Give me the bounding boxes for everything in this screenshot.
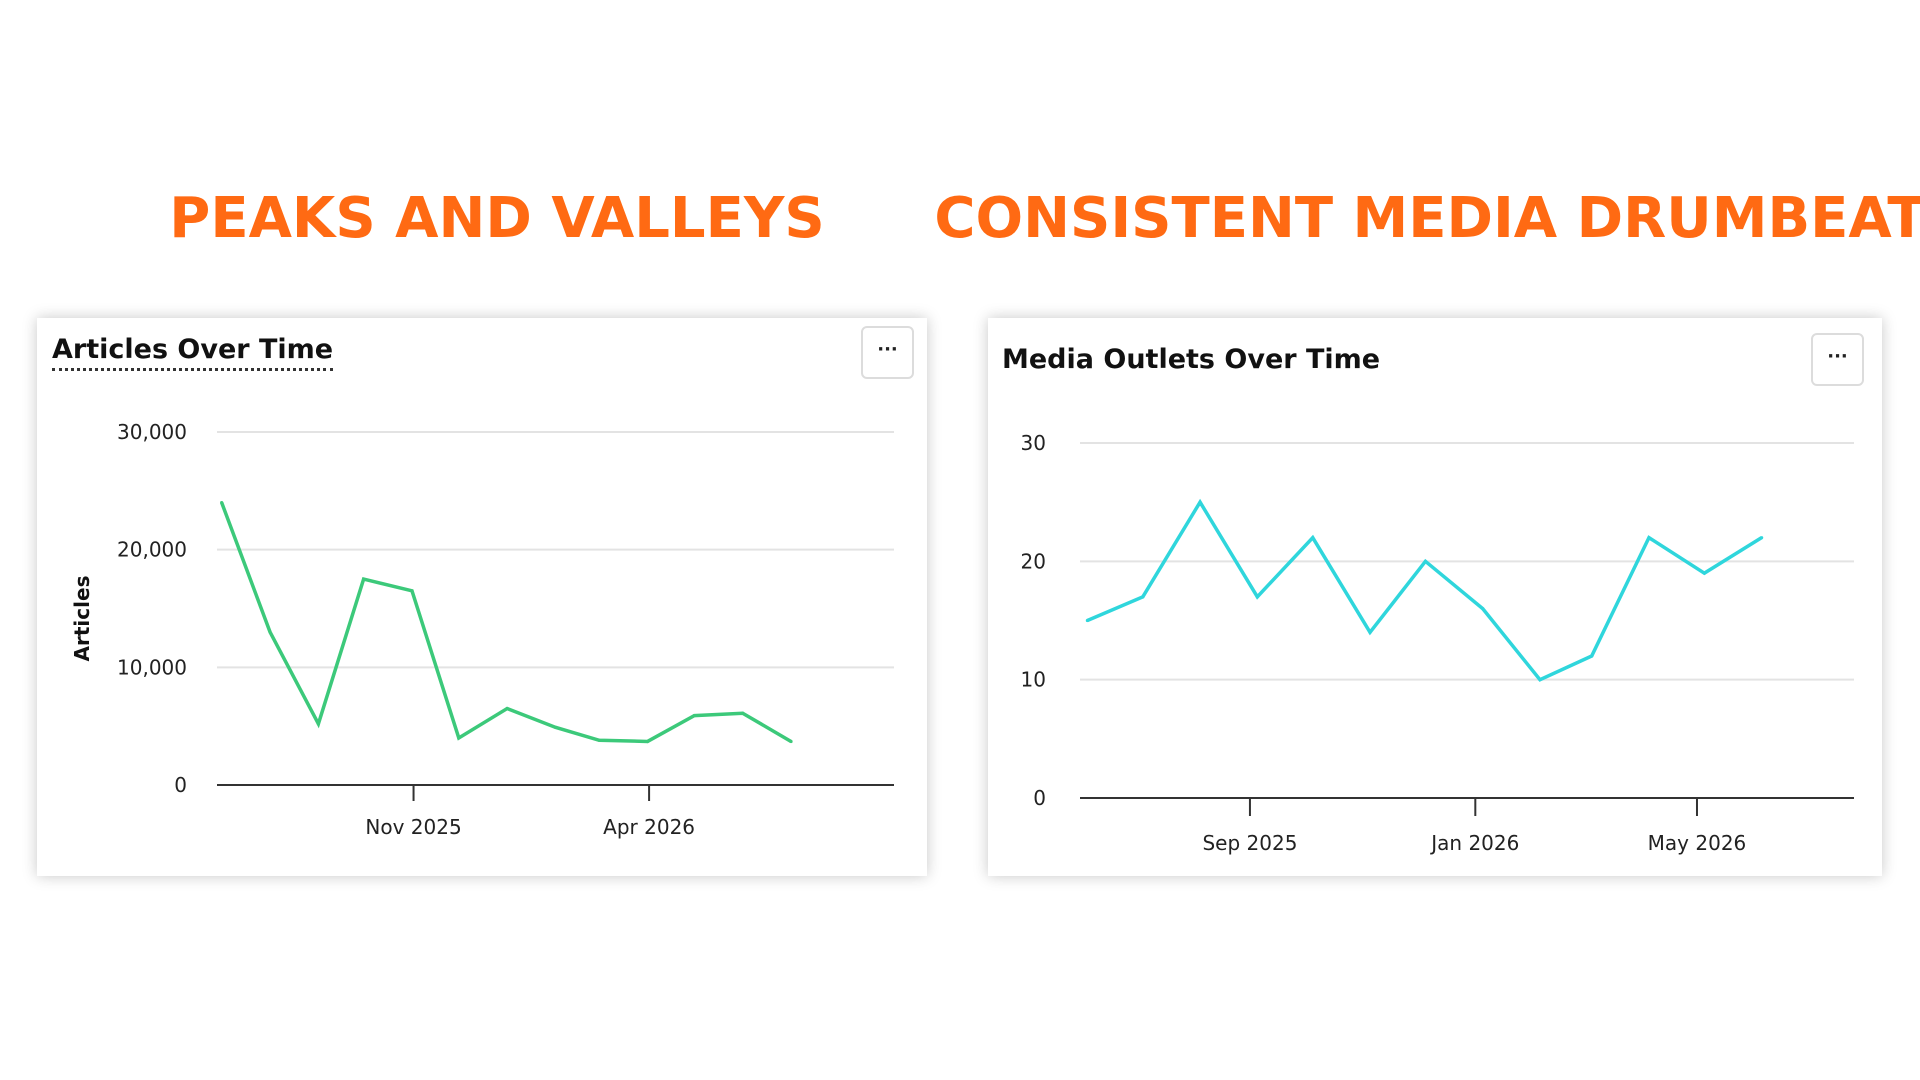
chart-title[interactable]: Articles Over Time bbox=[52, 334, 334, 371]
articles-line-chart: 0 10,000 20,000 30,000 Nov 2025 Apr 2026 Artic… bbox=[70, 420, 894, 839]
data-point bbox=[741, 711, 745, 715]
x-tick-label: Jan 2026 bbox=[1429, 831, 1519, 855]
data-point bbox=[316, 722, 320, 726]
series-line bbox=[220, 501, 792, 744]
data-point bbox=[362, 577, 366, 581]
media-outlets-line-chart: 0 10 20 30 Sep 2025 Jan 2026 May 2026 bbox=[1021, 431, 1854, 855]
series-line bbox=[1086, 498, 1763, 682]
data-point bbox=[410, 589, 414, 593]
data-point bbox=[268, 630, 272, 634]
data-point bbox=[1368, 630, 1372, 634]
media-outlets-chart-card: Media Outlets Over Time ··· 0 10 20 30 Sep 2… bbox=[988, 318, 1882, 876]
data-point bbox=[1423, 559, 1428, 563]
data-point bbox=[220, 501, 224, 505]
data-point bbox=[1255, 595, 1259, 599]
data-point bbox=[1085, 618, 1089, 623]
data-point bbox=[692, 713, 696, 718]
y-tick-label: 30,000 bbox=[117, 420, 187, 444]
y-tick-label: 0 bbox=[174, 773, 187, 797]
more-options-button[interactable]: ··· bbox=[1811, 333, 1864, 386]
articles-chart-card: Articles Over Time ··· 0 10,000 20,000 30,0… bbox=[37, 318, 927, 876]
y-tick-label: 20,000 bbox=[117, 538, 187, 562]
y-tick-label: 0 bbox=[1033, 786, 1046, 810]
data-point bbox=[1481, 607, 1485, 611]
more-options-button[interactable]: ··· bbox=[861, 326, 914, 379]
data-point bbox=[457, 736, 461, 740]
data-point bbox=[505, 706, 509, 711]
data-point bbox=[597, 738, 601, 742]
x-tick-label: Apr 2026 bbox=[603, 815, 695, 839]
y-tick-label: 10 bbox=[1021, 668, 1046, 692]
headline-consistent-media-drumbeat: CONSISTENT MEDIA DRUMBEAT bbox=[934, 186, 1920, 251]
x-tick-label: May 2026 bbox=[1648, 831, 1747, 855]
data-point bbox=[1311, 536, 1315, 540]
data-point bbox=[789, 739, 793, 744]
data-point bbox=[645, 739, 650, 744]
data-point bbox=[1141, 595, 1145, 599]
data-point bbox=[1760, 536, 1764, 540]
data-point bbox=[1538, 678, 1542, 682]
data-point bbox=[1702, 571, 1706, 575]
data-point bbox=[553, 725, 558, 729]
chart-title: Media Outlets Over Time bbox=[1002, 344, 1381, 375]
x-tick-label: Sep 2025 bbox=[1202, 831, 1297, 855]
data-point bbox=[1647, 536, 1651, 540]
y-tick-label: 20 bbox=[1021, 549, 1046, 573]
data-point bbox=[1590, 654, 1594, 658]
y-tick-label: 30 bbox=[1021, 431, 1046, 455]
data-point bbox=[1198, 500, 1202, 504]
x-tick-label: Nov 2025 bbox=[365, 815, 461, 839]
headline-peaks-and-valleys: PEAKS AND VALLEYS bbox=[169, 186, 825, 251]
y-axis-title: Articles bbox=[70, 576, 94, 662]
y-tick-label: 10,000 bbox=[117, 655, 187, 679]
